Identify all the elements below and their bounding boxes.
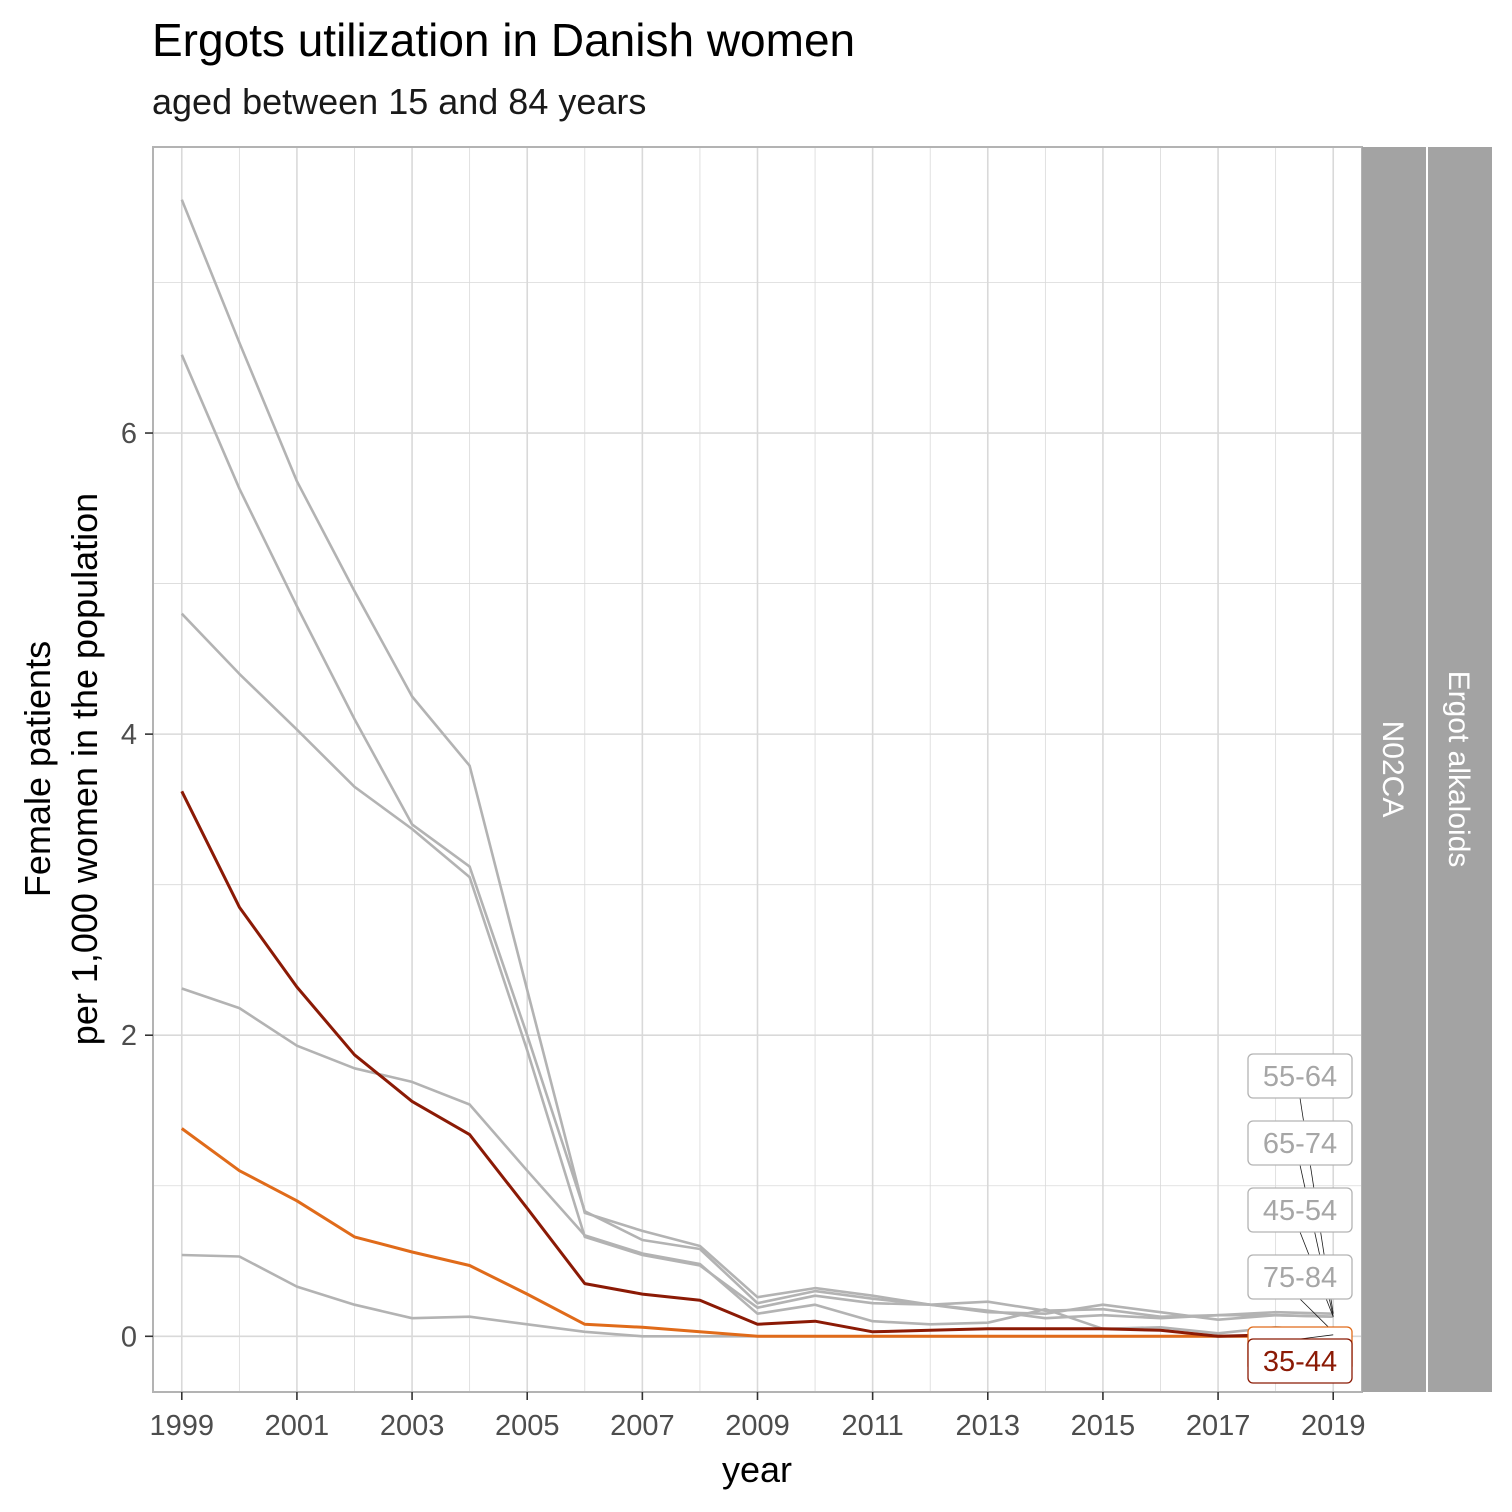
- chart-title: Ergots utilization in Danish women: [152, 14, 855, 66]
- x-axis-ticks: 1999 2001 2003 2005 2007 2009 2011 2013 2015 2017…: [150, 1392, 1366, 1442]
- series-label-75-84: 75-84: [1263, 1262, 1337, 1294]
- x-tick-label: 2019: [1301, 1410, 1366, 1442]
- x-tick-label: 2011: [841, 1410, 903, 1442]
- x-tick-label: 2013: [956, 1410, 1021, 1442]
- series-line-series-5: [180, 1127, 1334, 1338]
- x-tick-label: 2007: [610, 1410, 675, 1442]
- y-axis-ticks: 0 2 4 6: [121, 418, 153, 1353]
- x-tick-label: 2001: [265, 1410, 330, 1442]
- label-leader-line: [1299, 1298, 1334, 1333]
- y-tick-label: 4: [121, 719, 137, 751]
- x-tick-label: 2015: [1071, 1410, 1136, 1442]
- y-axis-title-line1: Female patients: [17, 641, 58, 897]
- series-label-45-54: 45-54: [1263, 1195, 1337, 1227]
- x-tick-label: 2017: [1186, 1410, 1251, 1442]
- series-label-box: [1247, 1254, 1353, 1300]
- y-tick-label: 2: [121, 1020, 137, 1052]
- series-line-45-54: [180, 612, 1334, 1318]
- series-label-box: [1247, 1338, 1353, 1384]
- y-axis-title-line2: per 1,000 women in the population: [64, 493, 105, 1045]
- series-label-55-64: 55-64: [1263, 1061, 1337, 1093]
- series-label-box: [1247, 1120, 1353, 1166]
- series-label-box: [1247, 1053, 1353, 1099]
- chart-subtitle: aged between 15 and 84 years: [152, 81, 646, 122]
- x-tick-label: 2005: [495, 1410, 560, 1442]
- strip-ergot-alkaloids: [1428, 147, 1492, 1392]
- series-line-65-74: [180, 354, 1334, 1321]
- series-line-75-84: [181, 987, 1334, 1335]
- label-leader-line: [1299, 1334, 1334, 1340]
- x-tick-label: 1999: [150, 1410, 215, 1442]
- strip-label-n02ca: N02CA: [1376, 721, 1409, 818]
- series-lines: [180, 199, 1334, 1338]
- x-tick-label: 2009: [725, 1410, 790, 1442]
- strip-label-ergot-alkaloids: Ergot alkaloids: [1442, 671, 1475, 868]
- series-label-65-74: 65-74: [1263, 1128, 1337, 1160]
- y-tick-label: 0: [121, 1321, 137, 1353]
- x-tick-label: 2003: [380, 1410, 445, 1442]
- strip-n02ca: [1362, 147, 1426, 1392]
- series-label-box: [1247, 1187, 1353, 1233]
- series-line-55-64: [180, 199, 1334, 1320]
- grid: [153, 147, 1362, 1392]
- series-line-35-44: [180, 790, 1334, 1338]
- x-axis-title: year: [722, 1449, 792, 1490]
- y-tick-label: 6: [121, 418, 137, 450]
- series-label-35-44: 35-44: [1263, 1346, 1337, 1378]
- series-labels: 55-64 65-74 45-54 75-84 35-44: [1247, 1053, 1353, 1384]
